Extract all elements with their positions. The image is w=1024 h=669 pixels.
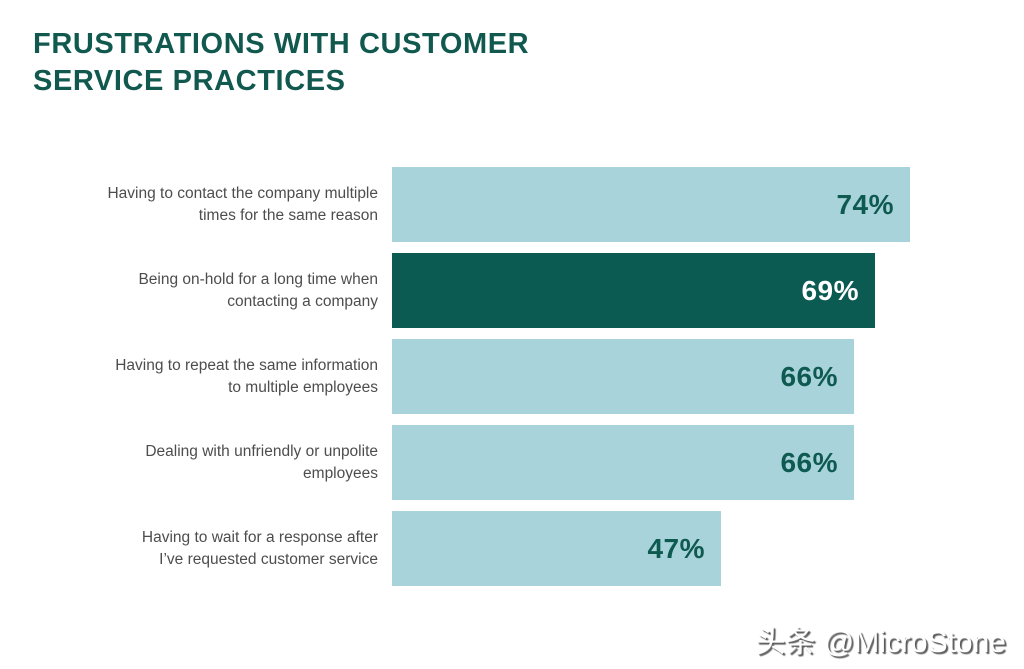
chart-row: Having to wait for a response after I’ve… xyxy=(0,511,1024,586)
chart-row: Having to repeat the same information to… xyxy=(0,339,1024,414)
bar-chart: Having to contact the company multiple t… xyxy=(0,167,1024,597)
chart-row: Dealing with unfriendly or unpolite empl… xyxy=(0,425,1024,500)
bar-category-label: Having to repeat the same information to… xyxy=(0,339,378,414)
bar-label-line1: Being on-hold for a long time when xyxy=(138,270,378,288)
bar-label-line2: times for the same reason xyxy=(198,206,378,224)
bar-value-label: 66% xyxy=(780,360,838,392)
chart-title-line2: SERVICE PRACTICES xyxy=(33,65,346,98)
bar-label-line1: Having to wait for a response after xyxy=(141,528,378,546)
bar-label-line2: I’ve requested customer service xyxy=(159,550,378,568)
bar: 74% xyxy=(392,167,910,242)
bar-value-label: 66% xyxy=(780,446,838,478)
bar-label-line2: contacting a company xyxy=(227,292,378,310)
chart-row: Having to contact the company multiple t… xyxy=(0,167,1024,242)
bar-value-label: 74% xyxy=(836,188,894,220)
chart-title: FRUSTRATIONS WITH CUSTOMER SERVICE PRACT… xyxy=(33,26,529,100)
bar: 47% xyxy=(392,511,721,586)
bar: 66% xyxy=(392,425,854,500)
bar-category-label: Having to contact the company multiple t… xyxy=(0,167,378,242)
bar-value-label: 69% xyxy=(801,274,859,306)
bar-label-line1: Having to repeat the same information xyxy=(115,356,378,374)
bar-label-line2: to multiple employees xyxy=(228,378,378,396)
bar-category-label: Having to wait for a response after I’ve… xyxy=(0,511,378,586)
chart-row: Being on-hold for a long time when conta… xyxy=(0,253,1024,328)
bar: 66% xyxy=(392,339,854,414)
watermark: 头条 @MicroStone xyxy=(755,626,1006,659)
bar-category-label: Dealing with unfriendly or unpolite empl… xyxy=(0,425,378,500)
bar-value-label: 47% xyxy=(647,532,705,564)
bar: 69% xyxy=(392,253,875,328)
bar-label-line1: Dealing with unfriendly or unpolite xyxy=(145,442,378,460)
bar-label-line2: employees xyxy=(303,464,378,482)
bar-category-label: Being on-hold for a long time when conta… xyxy=(0,253,378,328)
chart-title-line1: FRUSTRATIONS WITH CUSTOMER xyxy=(33,28,530,60)
bar-label-line1: Having to contact the company multiple xyxy=(107,184,378,202)
